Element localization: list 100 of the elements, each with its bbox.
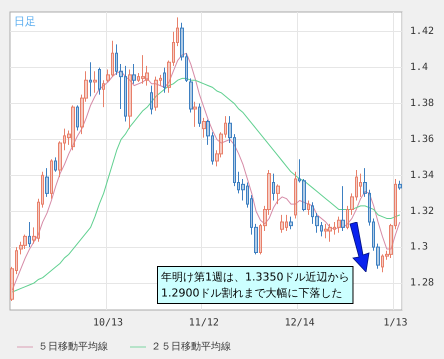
candlestick [76,104,79,131]
candlestick [355,169,358,201]
candlestick [189,78,193,114]
candlestick [280,214,284,234]
legend-label: ２５日移動平均線 [151,340,231,352]
candlestick [246,182,249,208]
candlestick [198,103,201,128]
candlestick [119,64,123,110]
candlestick [124,65,127,122]
candlestick [115,44,118,76]
candlestick [150,85,153,115]
candlestick [202,117,206,138]
candlestick [376,243,380,270]
y-tick-label: 1.28 [410,278,434,289]
candlestick [328,223,332,242]
candlestick [132,64,136,84]
candlestick [289,216,293,230]
x-tick-label: 10/13 [92,318,124,328]
candlestick [172,31,175,66]
candlestick [381,254,384,273]
candlestick [211,132,214,166]
candlestick [93,70,97,94]
candlestick [180,22,184,61]
candlestick [102,80,105,108]
candlestick [206,119,210,146]
y-tick-label: 1.42 [410,26,434,38]
candlestick [228,116,232,144]
candlestick [311,202,314,224]
x-tick-label: 11/12 [188,318,219,328]
candlestick [185,52,188,83]
candlestick [163,67,166,94]
candlestick [307,200,310,216]
y-tick-label: 1.4 [410,62,428,74]
candlestick [98,67,101,96]
candlestick [32,226,36,244]
candlestick [63,128,66,151]
candlestick [215,150,219,167]
candlestick [28,222,31,248]
candlestick [111,40,114,78]
candlestick [145,65,149,86]
legend-label: ５日移動平均線 [38,340,108,352]
candlestick [193,101,197,128]
candlestick [45,168,49,198]
candlestick [154,76,158,112]
candlestick [272,173,275,201]
candlestick [385,250,389,260]
candlestick [41,171,44,208]
candlestick [84,70,88,102]
annotation: 年明け第1週は、1.3350ドル近辺から 1.2900ドル割れまで大幅に下落した [161,270,350,300]
candlestick [359,173,362,198]
candlestick [267,169,271,216]
candlestick [106,68,110,83]
candlestick [294,171,297,219]
candlestick [50,158,53,200]
candlestick [54,156,57,172]
candlestick [333,222,336,236]
candlestick [80,94,84,135]
candlestick [71,104,75,151]
candlestick [58,140,62,178]
candlestick [320,222,323,237]
candlestick [276,184,280,205]
candlestick [363,168,367,198]
candlestick [337,216,341,234]
chart-title: 日足 [14,15,36,28]
candlestick [315,212,319,234]
candlestick [259,223,262,255]
candlestick [341,186,345,232]
candlestick [219,132,223,158]
candlestick [224,116,227,138]
candlestick [89,62,92,97]
candlestick [254,223,258,255]
candlestick [233,134,236,187]
y-tick-label: 1.34 [410,170,434,181]
candlestick [23,234,27,250]
candlestick [350,192,354,216]
candlestick [285,214,288,232]
candlestick [15,246,18,275]
candlestick [368,189,371,226]
candlestick [10,266,14,302]
candlestick [237,171,240,194]
candlestick [176,16,179,47]
candlestick [37,198,40,242]
candlestick [19,241,23,255]
candlestick [241,178,245,201]
candlestick [250,194,253,236]
candlestick [324,223,328,239]
y-tick-label: 1.38 [410,98,434,110]
y-tick-label: 1.36 [410,134,434,145]
y-tick-label: 1.3 [410,242,428,253]
candlestick [159,74,162,86]
y-tick-label: 1.32 [410,206,434,217]
candlestick [302,178,306,212]
candlestick [389,223,393,258]
candlestick [141,54,145,84]
candlestick [372,218,375,252]
x-tick-label: 1/13 [383,318,408,328]
candlestick [346,205,349,230]
candlestick [67,130,71,146]
candlestick [167,60,171,94]
candlestick [128,68,132,130]
